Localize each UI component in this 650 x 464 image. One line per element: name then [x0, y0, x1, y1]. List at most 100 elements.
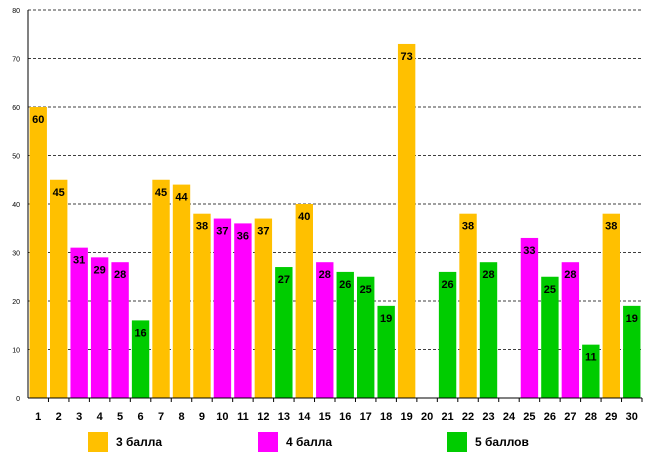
y-tick-label: 50 — [12, 154, 20, 161]
bar-value-label: 16 — [134, 327, 146, 339]
bar-value-label: 25 — [360, 284, 372, 296]
bar-value-label: 40 — [298, 211, 310, 223]
x-tick-label: 20 — [421, 411, 433, 423]
x-tick-label: 16 — [339, 411, 351, 423]
bar — [336, 271, 354, 398]
x-tick-label: 27 — [564, 411, 576, 423]
x-tick-label: 2 — [56, 411, 62, 423]
y-tick-label: 0 — [16, 396, 20, 403]
bar — [295, 204, 313, 398]
legend-label-5-ballov: 5 баллов — [475, 435, 529, 449]
bar-value-label: 28 — [319, 269, 331, 281]
y-tick-label: 40 — [12, 202, 20, 209]
legend-item-4-balla: 4 балла — [258, 432, 332, 452]
bar-value-label: 31 — [73, 255, 85, 267]
bar — [357, 276, 375, 398]
x-tick-label: 9 — [199, 411, 205, 423]
bar — [111, 262, 129, 398]
y-tick-label: 30 — [12, 251, 20, 258]
x-tick-label: 28 — [585, 411, 597, 423]
x-tick-label: 29 — [605, 411, 617, 423]
x-tick-label: 18 — [380, 411, 392, 423]
legend-label-4-balla: 4 балла — [286, 435, 333, 449]
bar — [459, 213, 477, 398]
x-tick-label: 12 — [257, 411, 269, 423]
grid-lines — [28, 9, 642, 350]
x-tick-label: 5 — [117, 411, 123, 423]
bar-value-label: 45 — [53, 187, 65, 199]
legend-label-3-balla: 3 балла — [116, 435, 163, 449]
x-tick-label: 10 — [216, 411, 228, 423]
bar — [479, 262, 498, 398]
bar — [377, 305, 395, 398]
bar — [50, 179, 68, 398]
bar — [275, 267, 293, 398]
y-tick-label: 80 — [12, 8, 20, 15]
x-tick-label: 24 — [503, 411, 516, 423]
bar — [520, 237, 539, 398]
x-tick-label: 30 — [626, 411, 638, 423]
x-tick-label: 17 — [360, 411, 372, 423]
bar — [438, 271, 457, 398]
legend-swatch-3-balla — [88, 432, 108, 452]
bar-value-label: 19 — [380, 313, 392, 325]
y-tick-label: 60 — [12, 105, 20, 112]
x-tick-label: 4 — [97, 411, 104, 423]
bars — [29, 43, 641, 398]
x-tick-label: 1 — [35, 411, 41, 423]
x-tick-label: 7 — [158, 411, 164, 423]
bar-value-label: 38 — [196, 221, 208, 233]
x-tick-label: 6 — [138, 411, 144, 423]
bar-value-label: 37 — [216, 226, 228, 238]
bar-value-label: 19 — [626, 313, 638, 325]
x-tick-label: 26 — [544, 411, 556, 423]
x-tick-label: 25 — [523, 411, 535, 423]
x-tick-label: 22 — [462, 411, 474, 423]
bar-value-label: 28 — [482, 269, 494, 281]
x-tick-label: 15 — [319, 411, 331, 423]
x-tick-label: 14 — [298, 411, 311, 423]
bar — [316, 262, 334, 398]
bar-value-label: 60 — [32, 114, 44, 126]
x-tick-label: 11 — [237, 411, 249, 423]
bar — [152, 179, 170, 398]
bar-value-label: 29 — [94, 264, 106, 276]
bar-value-label: 45 — [155, 187, 167, 199]
y-tick-label: 20 — [12, 299, 20, 306]
bar-value-label: 26 — [339, 279, 351, 291]
bar-value-label: 37 — [257, 226, 269, 238]
y-axis: 0 10 20 30 40 50 60 70 80 — [12, 8, 29, 403]
bar-value-label: 25 — [544, 284, 556, 296]
x-tick-label: 8 — [178, 411, 184, 423]
bar — [397, 43, 416, 398]
legend-item-5-ballov: 5 баллов — [447, 432, 529, 452]
bar — [623, 305, 641, 398]
x-tick-label: 3 — [76, 411, 82, 423]
x-tick-label: 21 — [441, 411, 453, 423]
bar-value-label: 36 — [237, 230, 249, 242]
data-labels: 60 45 31 29 28 16 45 44 38 37 36 37 27 40 28 26 25 19 73 26… — [32, 51, 638, 364]
legend-swatch-4-balla — [258, 432, 278, 452]
bar-value-label: 73 — [401, 51, 413, 63]
bar — [234, 223, 252, 398]
bar-value-label: 26 — [441, 279, 453, 291]
x-tick-label: 13 — [278, 411, 290, 423]
bar-value-label: 33 — [523, 245, 535, 257]
bar — [70, 247, 88, 398]
x-axis: 1 2 3 4 5 6 7 8 9 10 11 12 13 14 15 16 17 18 19 20 21 22 23 24 2… — [28, 397, 643, 423]
legend-item-3-balla: 3 балла — [88, 432, 162, 452]
y-tick-label: 10 — [12, 348, 20, 355]
bar-value-label: 44 — [175, 192, 188, 204]
bar-value-label: 28 — [564, 269, 576, 281]
bar — [582, 344, 600, 398]
y-tick-label: 70 — [12, 57, 20, 64]
bar — [213, 218, 232, 398]
bar — [561, 262, 580, 398]
bar-value-label: 11 — [585, 352, 597, 364]
bar — [29, 107, 47, 398]
bar-value-label: 38 — [605, 221, 617, 233]
bar-value-label: 28 — [114, 269, 126, 281]
bar — [90, 257, 109, 398]
x-tick-label: 19 — [401, 411, 413, 423]
